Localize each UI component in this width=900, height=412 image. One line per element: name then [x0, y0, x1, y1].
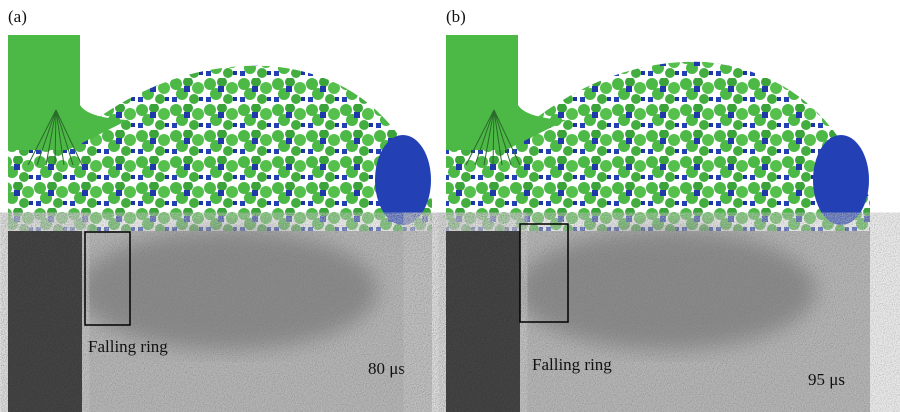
dark-column — [446, 231, 520, 412]
annotation: Falling ring — [88, 337, 168, 356]
time-label: 95 μs — [808, 370, 845, 389]
panel-label: (b) — [446, 7, 466, 26]
blue-cluster — [813, 135, 869, 225]
figure: (a) Falling ring 80 μs (b) Falling ring 95 μs — [0, 0, 900, 412]
panel — [8, 35, 432, 412]
spray-shadow — [78, 230, 378, 350]
annotation: Falling ring — [532, 355, 612, 374]
blue-cluster — [375, 135, 431, 225]
panel-label: (a) — [8, 7, 27, 26]
panel — [446, 35, 870, 412]
dark-column — [8, 231, 82, 412]
time-label: 80 μs — [368, 359, 405, 378]
spray-shadow — [516, 230, 816, 350]
